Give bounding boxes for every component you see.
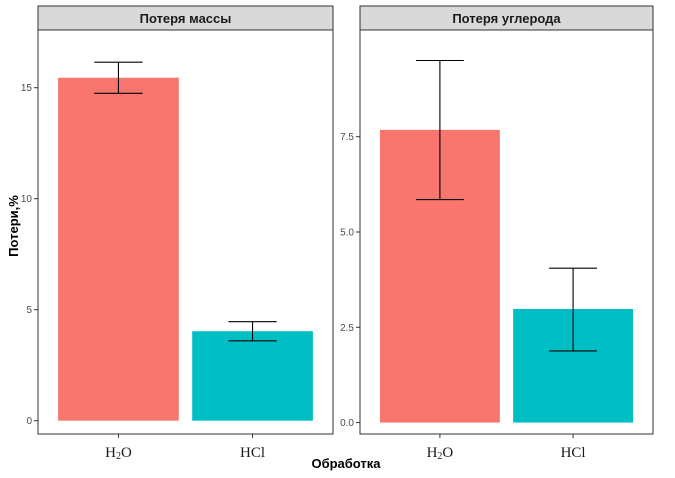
bar-h2o — [58, 77, 179, 421]
y-tick-label: 10 — [21, 194, 33, 205]
facet-strip — [37, 5, 334, 31]
y-tick-label: 0.0 — [340, 418, 354, 429]
y-tick-label: 7.5 — [340, 132, 354, 143]
y-tick-label: 2.5 — [340, 323, 354, 334]
y-axis-title: Потери,% — [6, 195, 21, 257]
x-axis-title: Обработка — [311, 456, 381, 471]
y-tick-label: 0 — [26, 416, 32, 427]
y-tick-label: 15 — [21, 83, 33, 94]
panel-1: Потеря массы 0 5 10 15 H2O HCl — [21, 5, 334, 462]
facet-title: Потеря массы — [140, 11, 232, 26]
panels-layer: Потеря массы 0 5 10 15 H2O HCl Потеря углерода 0… — [21, 5, 654, 462]
x-tick-label: H2O — [427, 445, 454, 462]
y-tick-label: 5 — [26, 305, 32, 316]
x-tick-label: HCl — [561, 445, 586, 461]
y-tick-label: 5.0 — [340, 228, 354, 239]
x-tick-label: H2O — [105, 445, 132, 462]
facet-title: Потеря углерода — [452, 11, 561, 26]
x-tick-label: HCl — [240, 445, 265, 461]
bar-hcl — [192, 331, 313, 421]
panel-2: Потеря углерода 0.0 2.5 5.0 7.5 H2O HCl — [340, 5, 654, 462]
